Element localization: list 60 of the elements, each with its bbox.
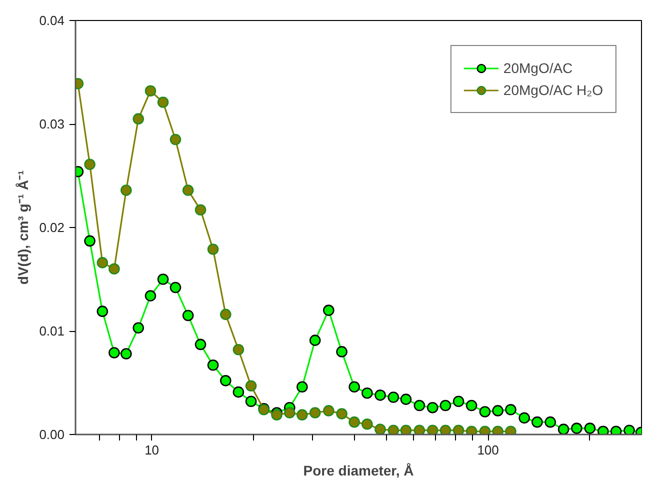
point (232, 344, 244, 356)
point (362, 418, 373, 430)
point (309, 334, 321, 346)
point (492, 426, 504, 434)
point (544, 416, 556, 428)
point (194, 338, 206, 350)
x-axis-title: Pore diameter, Å (303, 462, 414, 478)
point (348, 416, 360, 428)
point (440, 424, 452, 434)
point (452, 424, 464, 434)
point (479, 426, 491, 434)
point (220, 308, 232, 320)
point (336, 408, 348, 420)
point (284, 407, 296, 418)
point (309, 407, 321, 418)
point (492, 405, 504, 416)
point (374, 424, 386, 434)
point (400, 394, 412, 405)
y-tick-label: 0.03 (39, 116, 65, 132)
point (426, 402, 438, 414)
point (388, 424, 400, 434)
point (336, 346, 348, 358)
point (207, 244, 219, 255)
point (426, 424, 438, 434)
point (207, 360, 219, 371)
point (558, 424, 570, 434)
y-tick-label: 0.01 (39, 324, 65, 338)
y-tick-label: 0.00 (39, 427, 65, 442)
point (466, 400, 478, 412)
point (296, 409, 308, 420)
point (532, 416, 543, 428)
point (220, 375, 232, 386)
legend-label: 20MgO/AC (503, 60, 573, 76)
point (414, 424, 426, 434)
x-tick-label: 100 (477, 442, 499, 458)
point (194, 204, 206, 216)
point (362, 387, 373, 399)
y-tick-label: 0.04 (39, 13, 65, 28)
point (388, 392, 400, 403)
point (374, 390, 386, 401)
y-tick-label: 0.02 (39, 220, 65, 235)
point (323, 405, 334, 416)
point (440, 400, 452, 412)
point (348, 381, 360, 393)
point (232, 386, 244, 398)
point (245, 380, 257, 392)
point (452, 396, 464, 408)
point (505, 426, 516, 434)
point (479, 406, 491, 418)
point (400, 424, 412, 434)
point (518, 412, 530, 424)
x-tick-label: 10 (144, 442, 160, 458)
y-axis-title: dV(d), cm³ g⁻¹ Å⁻¹ (15, 170, 32, 285)
legend-label: 20MgO/AC H₂O (503, 82, 603, 98)
point (466, 426, 478, 434)
point (323, 304, 334, 316)
point (245, 396, 257, 408)
point (414, 400, 426, 412)
point (505, 404, 516, 416)
point (296, 381, 308, 393)
